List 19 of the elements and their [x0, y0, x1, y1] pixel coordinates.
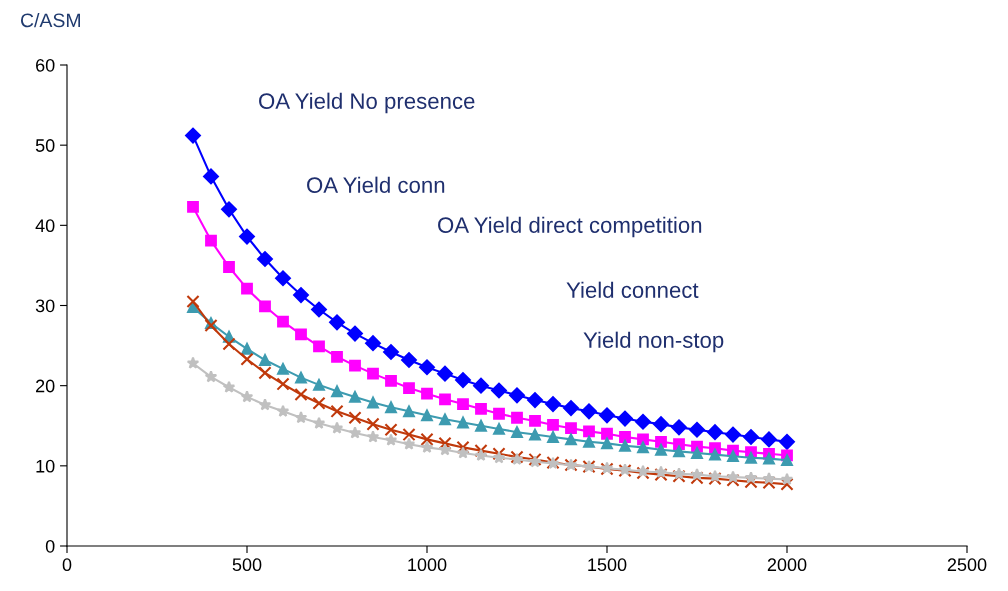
- y-tick-label: 10: [36, 459, 55, 473]
- annotation: OA Yield direct competition: [438, 216, 702, 238]
- y-tick-label: 50: [35, 139, 55, 152]
- x-tick-label: 1500: [588, 558, 627, 572]
- y-tick-label: 20: [36, 379, 55, 393]
- y-tick-label: 60: [36, 58, 55, 72]
- x-tick-label: 500: [232, 558, 262, 572]
- annotation: Yield non-stop: [583, 331, 724, 353]
- annotation: OA Yield conn: [307, 176, 445, 193]
- x-tick-label: 2000: [767, 558, 807, 572]
- x-tick-label: 2500: [947, 558, 987, 572]
- annotation: OA Yield No presence: [259, 92, 475, 114]
- x-tick-label: 1000: [408, 558, 447, 572]
- annotation: Yield connect: [566, 281, 699, 298]
- x-tick-label: 0: [62, 558, 72, 572]
- y-tick-label: 0: [45, 539, 55, 553]
- y-tick-label: 30: [35, 299, 55, 313]
- y-tick-label: 40: [35, 219, 55, 233]
- y-axis-title: C/ASM: [20, 12, 80, 28]
